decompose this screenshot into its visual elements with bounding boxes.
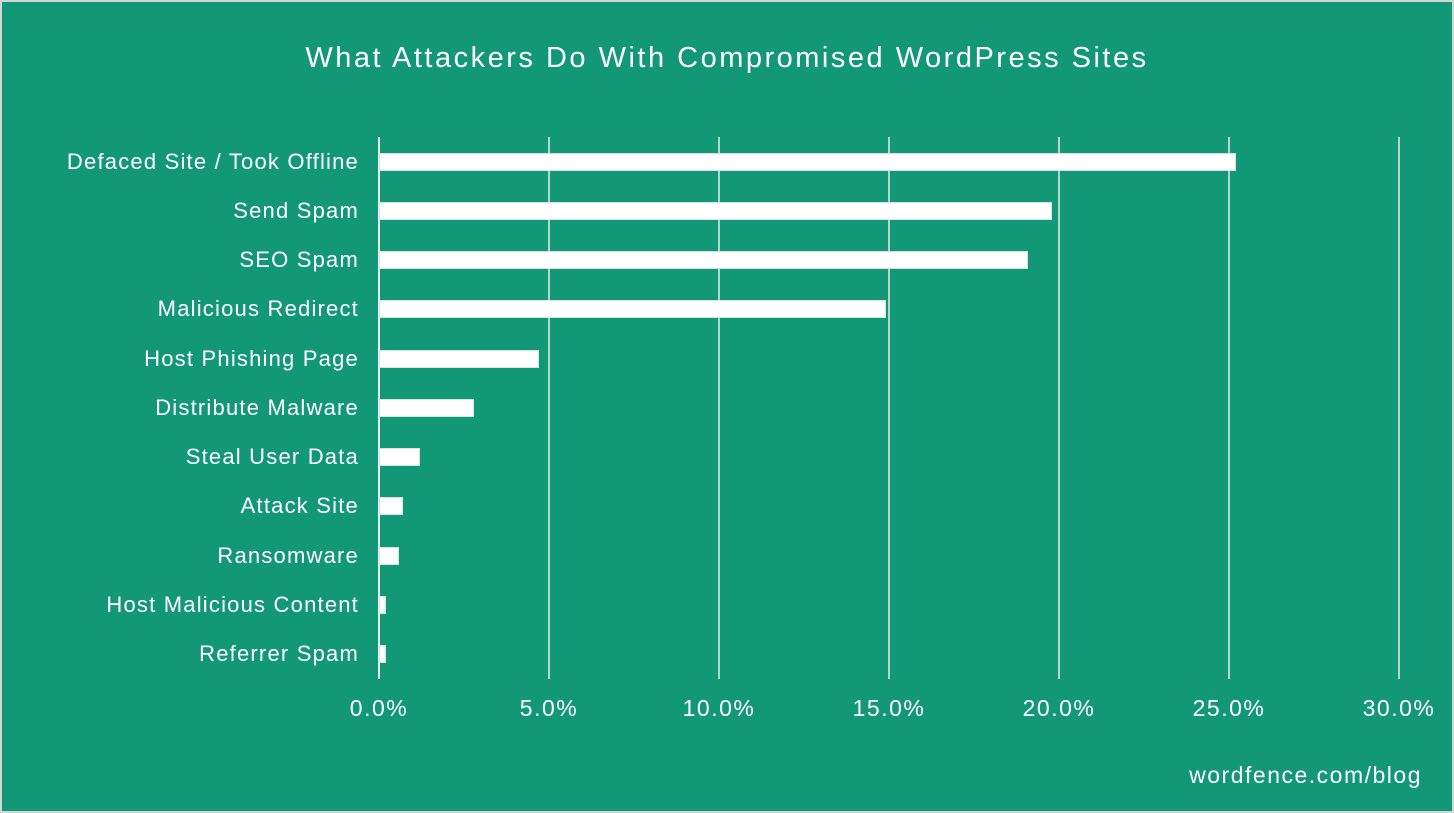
category-label: Ransomware [217, 542, 359, 568]
bar-row [379, 580, 1399, 629]
category-label: Send Spam [233, 197, 359, 223]
category-label: Host Malicious Content [106, 592, 359, 618]
category-label: Host Phishing Page [144, 345, 359, 371]
bar [379, 398, 475, 417]
bar [379, 152, 1236, 171]
bar-row [379, 531, 1399, 580]
category-label: Malicious Redirect [157, 296, 359, 322]
category-label: SEO Spam [239, 247, 359, 273]
bar [379, 497, 403, 516]
bar-row [379, 334, 1399, 383]
bar-row [379, 630, 1399, 679]
x-tick-label: 5.0% [519, 695, 579, 721]
bar [379, 300, 886, 319]
gridline [1058, 137, 1060, 679]
bar [379, 596, 386, 615]
bar-series [379, 137, 1399, 679]
x-tick-label: 15.0% [852, 695, 926, 721]
bar-row [379, 433, 1399, 482]
bar [379, 645, 386, 664]
x-tick-label: 20.0% [1022, 695, 1096, 721]
bar [379, 448, 420, 467]
plot-area: 0.0% 5.0% 10.0% 15.0% 20.0% 25.0% 30.0% [350, 137, 1434, 721]
gridline [718, 137, 720, 679]
gridline [1228, 137, 1230, 679]
x-tick-label: 10.0% [682, 695, 756, 721]
category-label: Referrer Spam [199, 641, 359, 667]
category-label: Attack Site [240, 493, 359, 519]
bar-row [379, 482, 1399, 531]
gridline [1398, 137, 1400, 679]
source-attribution: wordfence.com/blog [1189, 762, 1422, 788]
gridline [888, 137, 890, 679]
bar [379, 546, 400, 565]
bar-row [379, 285, 1399, 334]
bar [379, 251, 1029, 270]
bar-row [379, 383, 1399, 432]
x-tick-label: 25.0% [1192, 695, 1266, 721]
category-label: Distribute Malware [155, 394, 359, 420]
category-label: Steal User Data [185, 444, 359, 470]
gridline [548, 137, 550, 679]
category-label: Defaced Site / Took Offline [66, 148, 359, 174]
bar-row [379, 186, 1399, 235]
bar [379, 349, 539, 368]
category-labels: Defaced Site / Took Offline Send Spam SEO … [2, 137, 359, 679]
x-tick-label: 0.0% [349, 695, 409, 721]
x-tick-label: 30.0% [1362, 695, 1436, 721]
bar-row [379, 236, 1399, 285]
x-axis-tick-labels: 0.0% 5.0% 10.0% 15.0% 20.0% 25.0% 30.0% [350, 679, 1434, 729]
bar [379, 201, 1053, 220]
chart-title: What Attackers Do With Compromised WordP… [305, 42, 1149, 74]
bar-row [379, 137, 1399, 186]
